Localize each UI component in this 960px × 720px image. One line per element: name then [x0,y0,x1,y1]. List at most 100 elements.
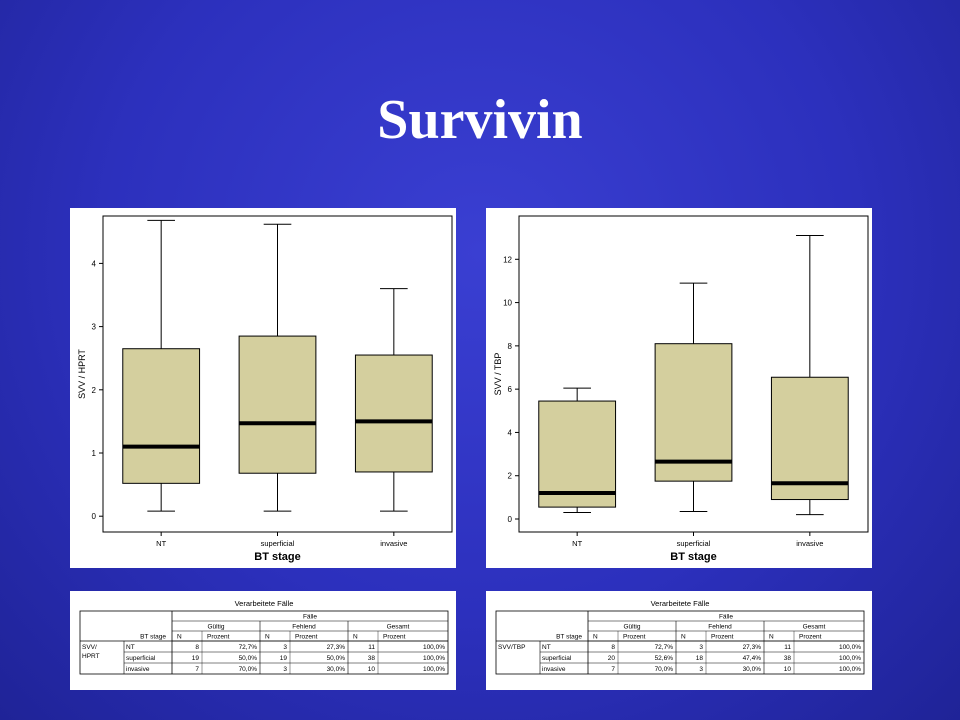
table-frame [495,610,865,675]
table-group-header: Fälle [303,614,317,621]
table-cell: 72,7% [655,644,674,651]
table-cell: 30,0% [327,666,346,673]
table-col-sub: N [593,634,598,641]
table-col-group: Gültig [208,624,225,631]
table-row-label: NT [542,644,551,651]
table-cell: 3 [699,666,703,673]
table-cell: 11 [784,644,791,651]
table-cell: 7 [611,666,615,673]
table-cell: 100,0% [423,655,445,662]
table-col-sub: Prozent [623,634,646,641]
table-cell: 7 [195,666,199,673]
table-col-sub: Prozent [711,634,734,641]
slide-title: Survivin [377,89,583,151]
y-tick-label: 6 [508,385,513,394]
y-tick-label: 2 [92,386,97,395]
table-col-group: Fehlend [708,624,732,631]
table-col-sub: Prozent [295,634,318,641]
y-tick-label: 0 [508,515,513,524]
table-row-var: SVV/ [82,644,97,651]
table-col-sub: N [265,634,270,641]
table-cell: 10 [368,666,376,673]
table-cell: 38 [368,655,376,662]
x-tick-label: NT [156,539,166,548]
table-col-sub: N [681,634,686,641]
table-cell: 72,7% [239,644,258,651]
box-superficial [238,335,317,474]
table-row-label: NT [126,644,135,651]
y-tick-label: 0 [92,512,97,521]
table-title: Verarbeitete Fälle [651,599,710,608]
table-cell: 18 [696,655,704,662]
y-tick-label: 2 [508,472,513,481]
cases-table-tbp: Verarbeitete Fälle Fälle Gültig Fehlend Gesa… [495,599,865,675]
table-row-label: superficial [542,655,572,662]
table-row-label: invasive [542,666,566,673]
box-superficial [654,343,733,482]
table-row-var-header: BT stage [140,634,166,641]
x-tick-label: invasive [380,539,407,548]
boxplot-panel-tbp: 0 2 4 6 8 10 12 NT superficial invasive BT stage SV… [486,208,872,568]
y-tick-label: 10 [503,299,512,308]
boxplot-chart-hprt: 0 1 2 3 4 NT superficial invasive BT stage SVV / … [77,215,453,563]
y-tick-label: 1 [92,449,97,458]
table-cell: 3 [699,644,703,651]
table-cell: 47,4% [743,655,762,662]
y-axis-label: SVV / TBP [493,353,503,396]
table-cell: 3 [283,666,287,673]
box-invasive [354,354,433,473]
y-axis-label: SVV / HPRT [77,349,87,399]
table-col-sub: N [177,634,182,641]
table-row-var: SVV/TBP [498,644,525,651]
table-row-var-header: BT stage [556,634,582,641]
y-tick-label: 8 [508,342,513,351]
cases-table-panel-hprt: Verarbeitete Fälle Fälle Gültig Fehlend Gesa… [70,591,456,690]
table-col-sub: N [353,634,358,641]
x-axis-label: BT stage [670,551,716,563]
table-col-sub: Prozent [799,634,822,641]
cases-table-panel-tbp: Verarbeitete Fälle Fälle Gültig Fehlend Gesa… [486,591,872,690]
y-tick-label: 3 [92,323,97,332]
table-frame [79,610,449,675]
x-axis-label: BT stage [254,551,300,563]
table-cell: 19 [192,655,200,662]
table-cell: 100,0% [839,666,861,673]
box-NT [122,348,201,484]
x-tick-label: superficial [677,539,711,548]
table-cell: 8 [611,644,615,651]
boxplot-chart-tbp: 0 2 4 6 8 10 12 NT superficial invasive BT stage SV… [493,215,869,563]
table-cell: 27,3% [743,644,762,651]
table-cell: 50,0% [327,655,346,662]
table-cell: 38 [784,655,792,662]
table-cell: 10 [784,666,792,673]
table-col-group: Gültig [624,624,641,631]
table-cell: 100,0% [423,644,445,651]
y-tick-label: 4 [92,259,97,268]
table-cell: 70,0% [655,666,674,673]
x-tick-label: invasive [796,539,823,548]
table-cell: 30,0% [743,666,762,673]
x-tick-label: superficial [261,539,295,548]
table-group-header: Fälle [719,614,733,621]
box-NT [538,400,617,508]
table-cell: 11 [368,644,375,651]
table-col-group: Gesamt [803,624,826,631]
table-cell: 100,0% [423,666,445,673]
table-cell: 20 [608,655,616,662]
table-col-sub: N [769,634,774,641]
table-col-group: Fehlend [292,624,316,631]
table-cell: 52,6% [655,655,674,662]
table-col-sub: Prozent [383,634,406,641]
table-col-group: Gesamt [387,624,410,631]
cases-table-hprt: Verarbeitete Fälle Fälle Gültig Fehlend Gesa… [79,599,449,675]
y-tick-label: 12 [503,255,512,264]
y-tick-label: 4 [508,428,513,437]
table-cell: 70,0% [239,666,258,673]
table-cell: 3 [283,644,287,651]
table-row-var: HPRT [82,653,100,660]
table-cell: 8 [195,644,199,651]
box-invasive [770,376,849,501]
table-row-label: invasive [126,666,150,673]
table-row-label: superficial [126,655,156,662]
table-title: Verarbeitete Fälle [235,599,294,608]
